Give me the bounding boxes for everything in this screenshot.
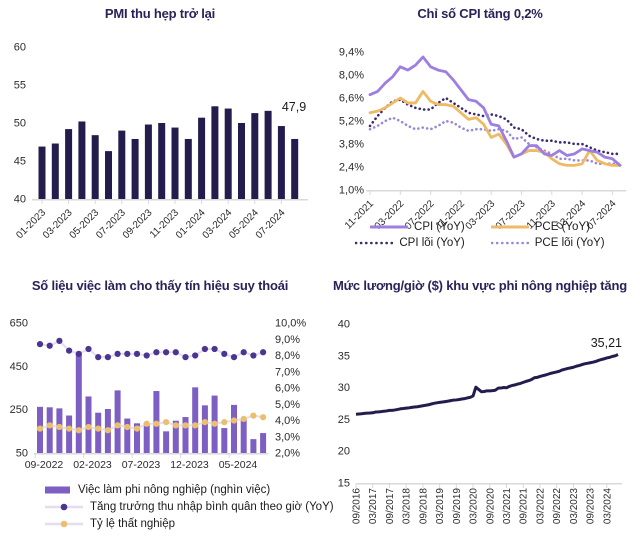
legend-label: CPI (YoY) xyxy=(414,221,465,233)
svg-text:03/2017: 03/2017 xyxy=(368,488,379,525)
jobs-combo-chart: 650 450 250 50 10,0% 9,0% 8,0% 7,0% 6,0% 5,0% 4,0%… xyxy=(10,318,307,472)
cpi-legend-row-2: CPI lõi (YoY) PCE lõi (YoY) xyxy=(355,237,605,249)
svg-text:12-2023: 12-2023 xyxy=(170,459,209,471)
legend-item-wage-growth: Tăng trưởng thu nhập bình quân theo giờ … xyxy=(44,501,334,513)
legend-item-pce-core: PCE lõi (YoY) xyxy=(490,237,605,249)
svg-text:09/2018: 09/2018 xyxy=(418,488,429,525)
legend-label: Tỷ lệ thất nghiệp xyxy=(90,518,176,530)
legend-item-cpi-core: CPI lõi (YoY) xyxy=(355,237,465,249)
svg-text:6,6%: 6,6% xyxy=(339,93,364,105)
svg-text:650: 650 xyxy=(10,318,28,330)
legend-label: CPI lõi (YoY) xyxy=(399,237,465,249)
svg-text:09/2019: 09/2019 xyxy=(452,488,463,525)
svg-text:25: 25 xyxy=(338,414,350,426)
legend-item-cpi-yoy: CPI (YoY) xyxy=(369,221,465,233)
jobs-legend: Việc làm phi nông nghiệp (nghìn việc) Tă… xyxy=(44,484,334,530)
svg-text:47,9: 47,9 xyxy=(282,100,306,114)
svg-text:35: 35 xyxy=(338,350,350,362)
svg-text:03/2023: 03/2023 xyxy=(569,488,580,525)
jobs-chart-panel: Số liệu việc làm cho thấy tín hiệu suy t… xyxy=(0,272,334,544)
svg-text:55: 55 xyxy=(14,80,26,92)
svg-text:09/2023: 09/2023 xyxy=(586,488,597,525)
pmi-chart-title: PMI thu hẹp trở lại xyxy=(104,6,216,21)
svg-text:09/2017: 09/2017 xyxy=(385,488,396,525)
legend-item-unemployment: Tỷ lệ thất nghiệp xyxy=(44,518,175,530)
wage-growth-dot-swatch xyxy=(44,502,84,512)
svg-text:09/2021: 09/2021 xyxy=(519,488,530,525)
svg-text:05-2024: 05-2024 xyxy=(219,459,258,471)
legend-label: PCE (YoY) xyxy=(534,221,590,233)
svg-text:6,0%: 6,0% xyxy=(275,383,300,395)
svg-text:02-2023: 02-2023 xyxy=(73,459,112,471)
cpi-yoy-line-swatch xyxy=(369,223,409,231)
svg-text:3,0%: 3,0% xyxy=(275,431,300,443)
legend-item-payrolls: Việc làm phi nông nghiệp (nghìn việc) xyxy=(44,484,270,496)
svg-text:3,8%: 3,8% xyxy=(339,139,364,151)
svg-text:2,4%: 2,4% xyxy=(339,162,364,174)
pce-yoy-line-swatch xyxy=(490,223,530,231)
pmi-bar-chart: 605550454001-202303-202305-202307-202309… xyxy=(14,42,308,241)
svg-text:40: 40 xyxy=(14,194,26,206)
pmi-chart-panel: PMI thu hẹp trở lại 60 55 50 45 40 01-2023 03-… xyxy=(0,0,320,272)
svg-text:9,4%: 9,4% xyxy=(339,47,364,59)
legend-label: Việc làm phi nông nghiệp (nghìn việc) xyxy=(78,484,271,496)
svg-text:9,0%: 9,0% xyxy=(275,334,300,346)
svg-text:45: 45 xyxy=(14,156,26,168)
svg-text:09/2022: 09/2022 xyxy=(552,488,563,525)
svg-text:60: 60 xyxy=(14,42,26,54)
cpi-chart-panel: Chỉ số CPI tăng 0,2% 9,4% 8,0% 6,6% 5,2% 3,8… xyxy=(320,0,640,272)
svg-text:07-2024: 07-2024 xyxy=(254,207,288,241)
svg-text:50: 50 xyxy=(16,448,28,460)
svg-text:09/2016: 09/2016 xyxy=(352,488,363,525)
svg-text:07-2023: 07-2023 xyxy=(122,459,161,471)
legend-item-pce-yoy: PCE (YoY) xyxy=(490,221,590,233)
svg-text:20: 20 xyxy=(338,446,350,458)
svg-text:30: 30 xyxy=(338,382,350,394)
jobs-chart-title: Số liệu việc làm cho thấy tín hiệu suy t… xyxy=(31,278,289,293)
cpi-legend: CPI (YoY) PCE (YoY) CPI lõi (YoY) PCE lõ… xyxy=(320,221,640,249)
cpi-chart-title: Chỉ số CPI tăng 0,2% xyxy=(417,6,543,21)
cpi-core-dotted-swatch xyxy=(355,239,394,247)
svg-text:09/2020: 09/2020 xyxy=(485,488,496,525)
svg-text:250: 250 xyxy=(10,404,28,416)
svg-text:1,0%: 1,0% xyxy=(339,185,364,197)
svg-text:03/2024: 03/2024 xyxy=(602,488,613,525)
pce-core-dotted-swatch xyxy=(490,239,530,247)
svg-text:7,0%: 7,0% xyxy=(275,366,300,378)
svg-text:03/2018: 03/2018 xyxy=(402,488,413,525)
svg-text:8,0%: 8,0% xyxy=(339,70,364,82)
svg-text:40: 40 xyxy=(338,319,350,331)
wage-chart-panel: Mức lương/giờ ($) khu vực phi nông nghiệ… xyxy=(320,272,640,544)
legend-label: PCE lõi (YoY) xyxy=(534,237,605,249)
svg-text:50: 50 xyxy=(14,118,26,130)
svg-text:450: 450 xyxy=(10,361,28,373)
svg-text:03/2019: 03/2019 xyxy=(435,488,446,525)
svg-text:03/2020: 03/2020 xyxy=(469,488,480,525)
svg-text:15: 15 xyxy=(338,478,350,490)
svg-text:35,21: 35,21 xyxy=(591,336,622,350)
svg-text:5,2%: 5,2% xyxy=(339,116,364,128)
svg-text:4,0%: 4,0% xyxy=(275,415,300,427)
payrolls-bar-swatch xyxy=(44,485,72,495)
svg-text:10,0%: 10,0% xyxy=(275,318,306,330)
legend-label: Tăng trưởng thu nhập bình quân theo giờ … xyxy=(90,501,334,513)
svg-text:03/2022: 03/2022 xyxy=(535,488,546,525)
svg-text:03/2021: 03/2021 xyxy=(502,488,513,525)
svg-text:5,0%: 5,0% xyxy=(275,399,300,411)
wage-chart-title: Mức lương/giờ ($) khu vực phi nông nghiệ… xyxy=(333,278,627,293)
svg-text:2,0%: 2,0% xyxy=(275,448,300,460)
cpi-legend-row-1: CPI (YoY) PCE (YoY) xyxy=(369,221,590,233)
svg-text:09-2022: 09-2022 xyxy=(25,459,64,471)
svg-text:8,0%: 8,0% xyxy=(275,350,300,362)
unemployment-dot-swatch xyxy=(44,519,84,529)
